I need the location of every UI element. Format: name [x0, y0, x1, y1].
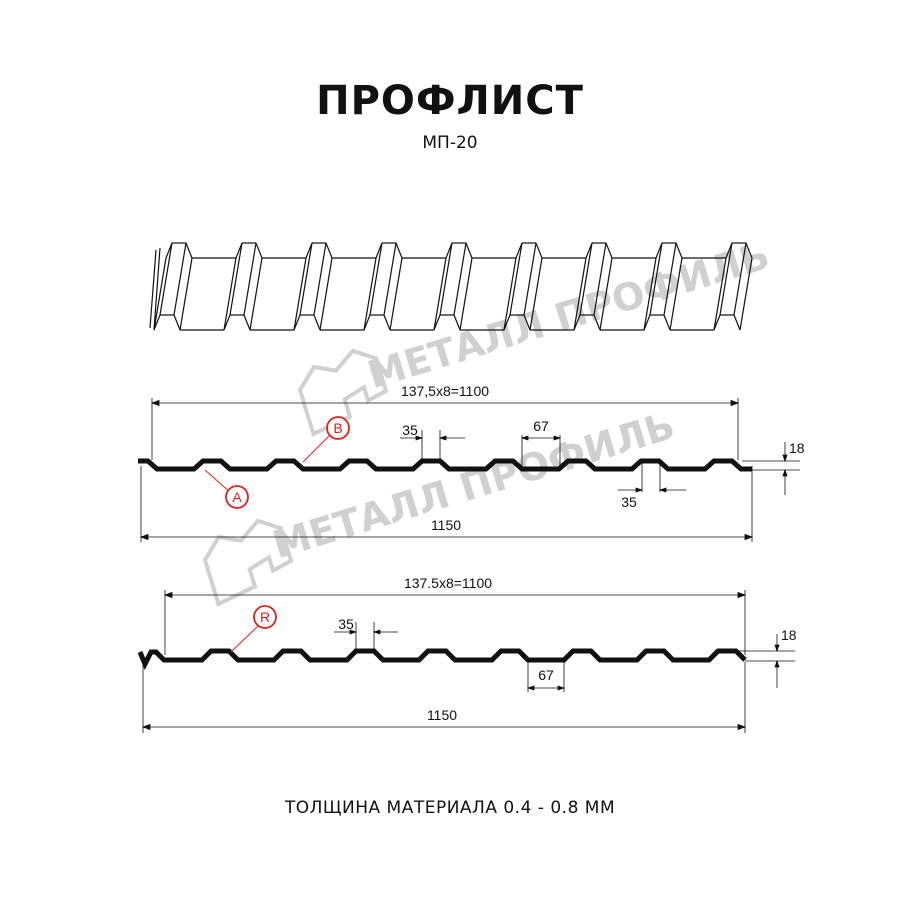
sheet-edge-line [593, 242, 607, 316]
sheet-3d-view [149, 242, 753, 331]
width-dimension-label: 1150 [427, 707, 457, 723]
sheet-edge-line [529, 257, 543, 331]
sheet-edge-line [733, 314, 741, 331]
sheet-edge-line [299, 242, 313, 316]
bottom-width-label: 67 [533, 418, 549, 434]
sheet-edge-line [153, 257, 167, 331]
sheet-edge-line [523, 314, 531, 331]
sheet-edge-line [395, 242, 403, 259]
callout-a: A [204, 469, 249, 509]
sheet-edge-line [675, 242, 683, 259]
sheet-edge-line [243, 314, 251, 331]
sheet-edge-line [185, 242, 193, 259]
arrow-icon [526, 685, 566, 691]
sheet-edge-line [535, 242, 543, 259]
svg-text:A: A [232, 489, 242, 505]
sheet-edge-line [599, 257, 613, 331]
sheet-edge-line [509, 242, 523, 316]
sheet-edge-line [383, 242, 397, 316]
profile-ab-drawing: 137,5x8=1100 1150 35 67 35 18 A B [138, 383, 805, 542]
sheet-edge-line [573, 257, 587, 331]
top-width-label: 35 [338, 616, 354, 632]
arrow-icon [141, 723, 747, 731]
arrow-icon [782, 454, 788, 477]
sheet-edge-line [173, 314, 181, 331]
sheet-edge-line [503, 257, 517, 331]
arrow-icon [415, 435, 447, 441]
sheet-edge-line [733, 242, 747, 316]
page-title: ПРОФЛИСТ [316, 78, 584, 124]
bottom-width-label: 67 [538, 667, 554, 683]
sheet-edge-line [363, 257, 377, 331]
arrow-icon [520, 435, 562, 441]
sheet-edge-line [149, 249, 157, 329]
top-width-label: 35 [402, 422, 418, 438]
sheet-edge-line [439, 242, 453, 316]
sheet-edge-line [745, 242, 753, 259]
sheet-edge-line [739, 257, 753, 331]
sheet-edge-line [453, 242, 467, 316]
arrow-icon [349, 629, 381, 635]
sheet-edge-line [713, 257, 727, 331]
profile-r-section [137, 648, 747, 671]
sheet-edge-line [173, 242, 187, 316]
sheet-edge-line [389, 257, 403, 331]
width-dimension-label: 1150 [431, 517, 461, 533]
sheet-edge-line [719, 242, 733, 316]
sheet-edge-line [593, 314, 601, 331]
top-width-label-right: 35 [621, 494, 637, 510]
sheet-edge-line [369, 242, 383, 316]
sheet-edge-line [663, 242, 677, 316]
sheet-edge-line [179, 257, 193, 331]
sheet-edge-line [313, 314, 321, 331]
height-label: 18 [789, 440, 805, 456]
arrow-icon [150, 399, 740, 407]
sheet-edge-line [293, 257, 307, 331]
sheet-edge-line [319, 257, 333, 331]
pitch-dimension-label: 137,5x8=1100 [401, 383, 489, 399]
material-thickness-note: ТОЛЩИНА МАТЕРИАЛА 0.4 - 0.8 ММ [284, 798, 616, 818]
watermark-2: МЕТАЛЛ ПРОФИЛЬ [202, 403, 680, 607]
arrow-icon [774, 644, 780, 668]
sheet-edge-line [605, 242, 613, 259]
sheet-edge-line [453, 314, 461, 331]
sheet-edge-line [459, 257, 473, 331]
profile-ab-section [138, 458, 752, 472]
sheet-edge-line [649, 242, 663, 316]
callout-b: B [302, 416, 350, 463]
sheet-edge-line [523, 242, 537, 316]
arrow-icon [635, 487, 667, 493]
sheet-edge-line [255, 242, 263, 259]
sheet-edge-line [465, 242, 473, 259]
pitch-dimension-label: 137.5x8=1100 [404, 575, 492, 591]
sheet-edge-line [663, 314, 671, 331]
arrow-icon [163, 591, 747, 599]
profile-r-drawing: 137.5x8=1100 1150 35 67 18 R [137, 575, 797, 733]
height-label: 18 [781, 627, 797, 643]
sheet-edge-line [669, 257, 683, 331]
watermark-logo-icon [202, 518, 294, 607]
sheet-edge-line [243, 242, 257, 316]
sheet-edge-line [229, 242, 243, 316]
sheet-edge-line [643, 257, 657, 331]
sheet-edge-line [313, 242, 327, 316]
arrow-icon [139, 533, 754, 541]
sheet-edge-line [383, 314, 391, 331]
svg-text:R: R [260, 609, 270, 625]
sheet-edge-line [325, 242, 333, 259]
sheet-edge-line [433, 257, 447, 331]
sheet-edge-line [249, 257, 263, 331]
svg-text:B: B [333, 420, 342, 436]
callout-r: R [230, 605, 277, 653]
sheet-edge-line [153, 247, 161, 331]
sheet-edge-line [579, 242, 593, 316]
page-subtitle: МП-20 [422, 133, 478, 153]
sheet-edge-line [223, 257, 237, 331]
sheet-edge-line [159, 242, 173, 316]
